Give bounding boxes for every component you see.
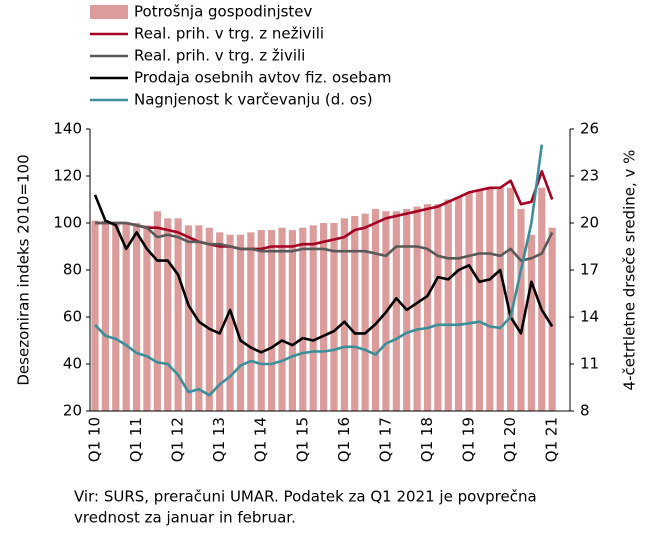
line-series xyxy=(93,194,554,354)
bar xyxy=(351,215,359,411)
bar xyxy=(132,223,141,411)
bar xyxy=(475,190,484,411)
y-tick-label: 40 xyxy=(63,355,82,373)
bar xyxy=(122,223,130,411)
y2-tick-label: 14 xyxy=(580,308,599,326)
bar xyxy=(236,234,245,411)
bar xyxy=(257,230,265,411)
x-tick-label: Q1 20 xyxy=(501,417,519,462)
footnote: Vir: SURS, preračuni UMAR. Podatek za Q1… xyxy=(74,488,537,506)
bar xyxy=(413,206,421,411)
y2-tick-label: 11 xyxy=(580,355,599,373)
y2-tick-label: 26 xyxy=(580,120,599,138)
x-tick-label: Q1 12 xyxy=(169,417,187,462)
bar xyxy=(538,187,546,411)
bar xyxy=(330,223,338,411)
y2-axis-label: 4-četrtletne drseče sredine, v % xyxy=(621,150,639,391)
y-tick-label: 140 xyxy=(53,120,82,138)
bar xyxy=(299,227,307,411)
y-tick-label: 60 xyxy=(63,308,82,326)
line-series xyxy=(94,144,544,397)
x-tick-label: Q1 13 xyxy=(210,417,228,462)
y2-tick-label: 20 xyxy=(580,214,599,232)
bar xyxy=(288,230,297,411)
x-tick-label: Q1 14 xyxy=(252,417,270,462)
y-tick-label: 20 xyxy=(63,402,82,420)
bar xyxy=(101,220,109,411)
bar xyxy=(309,225,317,411)
bar xyxy=(268,230,276,411)
line-series xyxy=(95,170,554,251)
bar xyxy=(164,218,172,411)
x-tick-label: Q1 10 xyxy=(86,417,104,462)
bar xyxy=(226,234,234,411)
bar xyxy=(91,220,99,411)
bar xyxy=(205,227,213,411)
legend-label: Real. prih. v trg. z živili xyxy=(134,47,305,65)
bar xyxy=(319,223,328,411)
bar xyxy=(444,199,452,411)
bar xyxy=(371,208,380,411)
y-axis-label: Desezoniran indeks 2010=100 xyxy=(15,154,33,385)
legend-label: Potrošnja gospodinjstev xyxy=(134,3,313,21)
bar xyxy=(340,218,348,411)
x-tick-label: Q1 19 xyxy=(460,417,478,462)
bar xyxy=(174,218,182,411)
bar xyxy=(112,223,120,411)
bar xyxy=(143,225,151,411)
line-series xyxy=(95,221,554,262)
y2-tick-label: 8 xyxy=(580,402,590,420)
y-tick-label: 100 xyxy=(53,214,82,232)
bar xyxy=(465,192,473,411)
x-tick-label: Q1 11 xyxy=(127,417,145,462)
legend-label: Prodaja osebnih avtov fiz. osebam xyxy=(134,69,392,87)
bar xyxy=(153,211,161,411)
y-tick-label: 120 xyxy=(53,167,82,185)
bar xyxy=(361,213,369,411)
bar xyxy=(455,197,463,411)
bar xyxy=(496,187,504,411)
bar xyxy=(247,232,255,411)
bar xyxy=(216,232,224,411)
x-tick-label: Q1 16 xyxy=(335,417,353,462)
bar xyxy=(392,211,400,411)
y2-tick-label: 23 xyxy=(580,167,599,185)
bar xyxy=(507,187,515,411)
bar xyxy=(517,208,525,411)
x-tick-label: Q1 15 xyxy=(293,417,311,462)
x-tick-label: Q1 17 xyxy=(376,417,394,462)
x-tick-label: Q1 21 xyxy=(543,417,561,462)
bar xyxy=(486,187,494,411)
bar xyxy=(278,227,286,411)
legend-swatch xyxy=(90,5,128,19)
bar xyxy=(195,225,203,411)
bar xyxy=(434,204,442,411)
legend-label: Real. prih. v trg. z neživili xyxy=(134,25,324,43)
bar xyxy=(184,225,193,411)
y-tick-label: 80 xyxy=(63,261,82,279)
footnote: vrednost za januar in februar. xyxy=(74,509,296,527)
x-tick-label: Q1 18 xyxy=(418,417,436,462)
bar xyxy=(527,234,535,411)
legend-label: Nagnjenost k varčevanju (d. os) xyxy=(134,91,373,109)
bar xyxy=(423,204,432,411)
y2-tick-label: 17 xyxy=(580,261,599,279)
bar xyxy=(548,227,556,411)
